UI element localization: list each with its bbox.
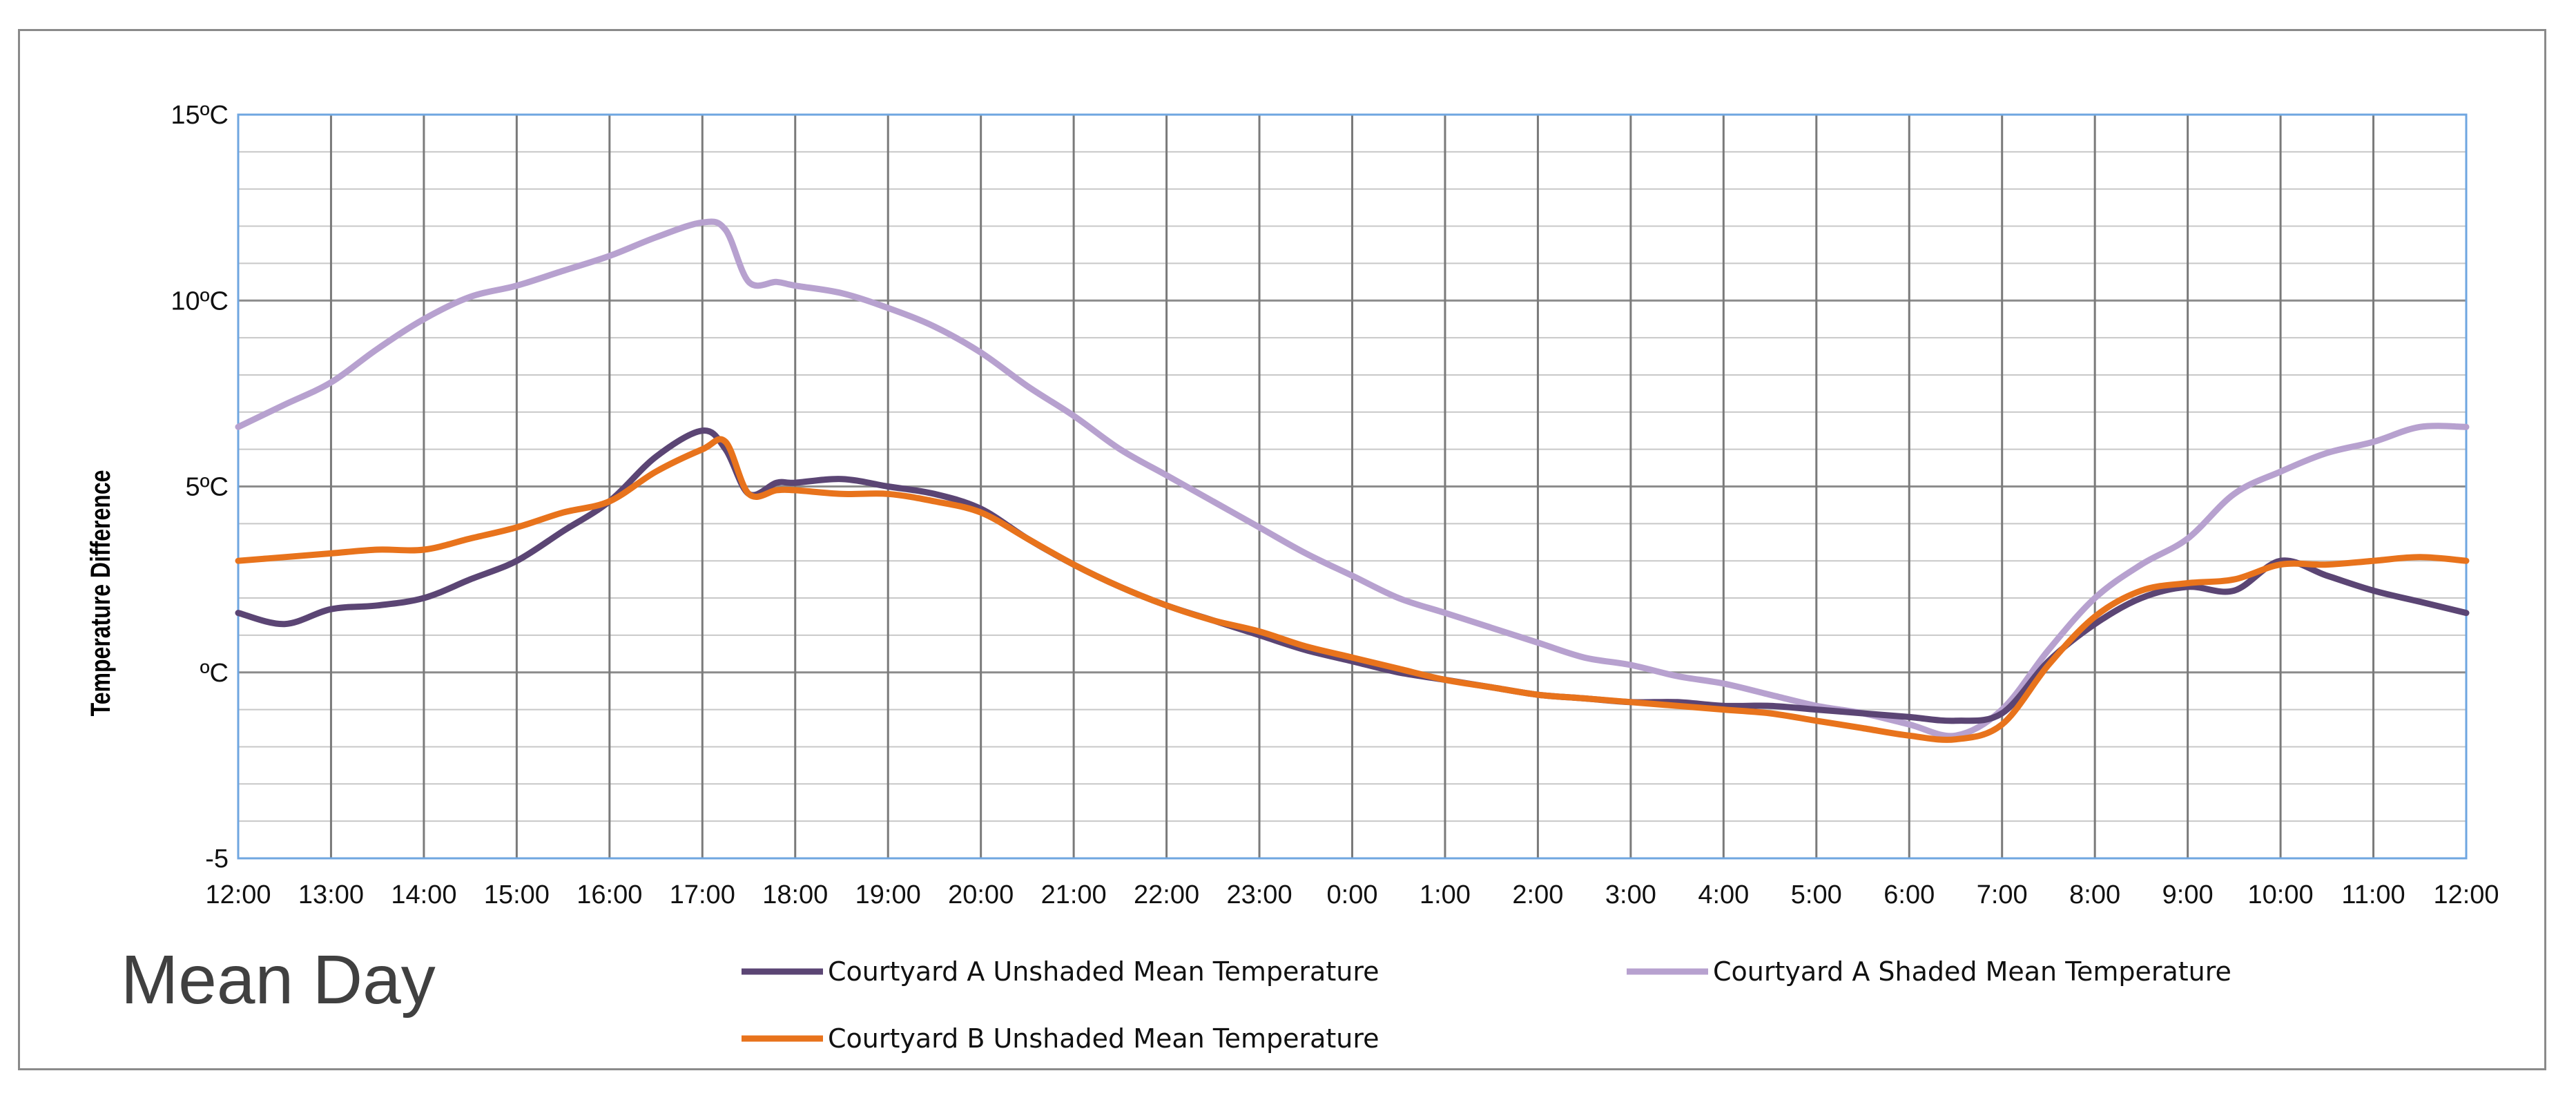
x-tick-label: 19:00 — [855, 880, 921, 909]
plot-area-border — [237, 113, 2468, 860]
series-lines — [235, 218, 2470, 743]
x-tick-label: 20:00 — [948, 880, 1014, 909]
x-tick-label: 4:00 — [1698, 880, 1749, 909]
legend: Courtyard A Unshaded Mean Temperature Cou… — [742, 956, 2231, 1054]
x-tick-label: 17:00 — [670, 880, 735, 909]
y-axis-ticks: 15ºC 10ºC 5ºC ºC -5 — [171, 101, 229, 874]
x-axis-ticks: 12:00 13:00 14:00 15:00 16:00 17:00 18:00 19:00… — [205, 880, 2499, 909]
x-tick-label: 16:00 — [577, 880, 642, 909]
y-tick-label: -5 — [205, 845, 229, 874]
y-tick-label: 15ºC — [171, 101, 229, 130]
x-tick-label: 14:00 — [391, 880, 456, 909]
x-tick-label: 1:00 — [1420, 880, 1471, 909]
y-tick-label: 10ºC — [171, 287, 229, 316]
x-tick-label: 13:00 — [298, 880, 364, 909]
x-tick-label: 8:00 — [2069, 880, 2120, 909]
x-tick-label: 18:00 — [762, 880, 828, 909]
legend-label: Courtyard A Unshaded Mean Temperature — [828, 956, 1379, 987]
x-tick-label: 2:00 — [1512, 880, 1563, 909]
x-tick-label: 23:00 — [1226, 880, 1292, 909]
x-tick-label: 15:00 — [484, 880, 550, 909]
x-tick-label: 10:00 — [2248, 880, 2314, 909]
x-tick-label: 7:00 — [1977, 880, 2028, 909]
line-chart: 15ºC 10ºC 5ºC ºC -5 12:00 13:00 14:00 15:00 16:0… — [85, 101, 2499, 1054]
gridlines — [237, 113, 2468, 860]
x-tick-label: 5:00 — [1791, 880, 1842, 909]
legend-item-courtyard-b-unshaded: Courtyard B Unshaded Mean Temperature — [742, 1023, 1379, 1054]
y-tick-label: 5ºC — [186, 473, 229, 502]
y-axis-label: Temperature Difference — [85, 470, 116, 717]
legend-label: Courtyard A Shaded Mean Temperature — [1713, 956, 2231, 987]
chart-frame: 15ºC 10ºC 5ºC ºC -5 12:00 13:00 14:00 15:00 16:0… — [18, 29, 2546, 1070]
x-tick-label: 6:00 — [1883, 880, 1935, 909]
x-tick-label: 21:00 — [1041, 880, 1107, 909]
legend-label: Courtyard B Unshaded Mean Temperature — [828, 1023, 1379, 1054]
x-tick-label: 9:00 — [2162, 880, 2214, 909]
y-tick-label: ºC — [200, 659, 229, 688]
chart-title: Mean Day — [121, 941, 436, 1019]
series-line-courtyard-b-unshaded — [235, 436, 2470, 743]
x-tick-label: 22:00 — [1134, 880, 1199, 909]
legend-item-courtyard-a-shaded: Courtyard A Shaded Mean Temperature — [1627, 956, 2231, 987]
series-line-courtyard-a-unshaded — [235, 427, 2470, 724]
x-tick-label: 12:00 — [2433, 880, 2499, 909]
x-tick-label: 3:00 — [1605, 880, 1656, 909]
x-tick-label: 0:00 — [1327, 880, 1378, 909]
x-tick-label: 11:00 — [2341, 880, 2405, 909]
legend-item-courtyard-a-unshaded: Courtyard A Unshaded Mean Temperature — [742, 956, 1379, 987]
x-tick-label: 12:00 — [205, 880, 271, 909]
series-line-courtyard-a-shaded — [235, 218, 2470, 740]
